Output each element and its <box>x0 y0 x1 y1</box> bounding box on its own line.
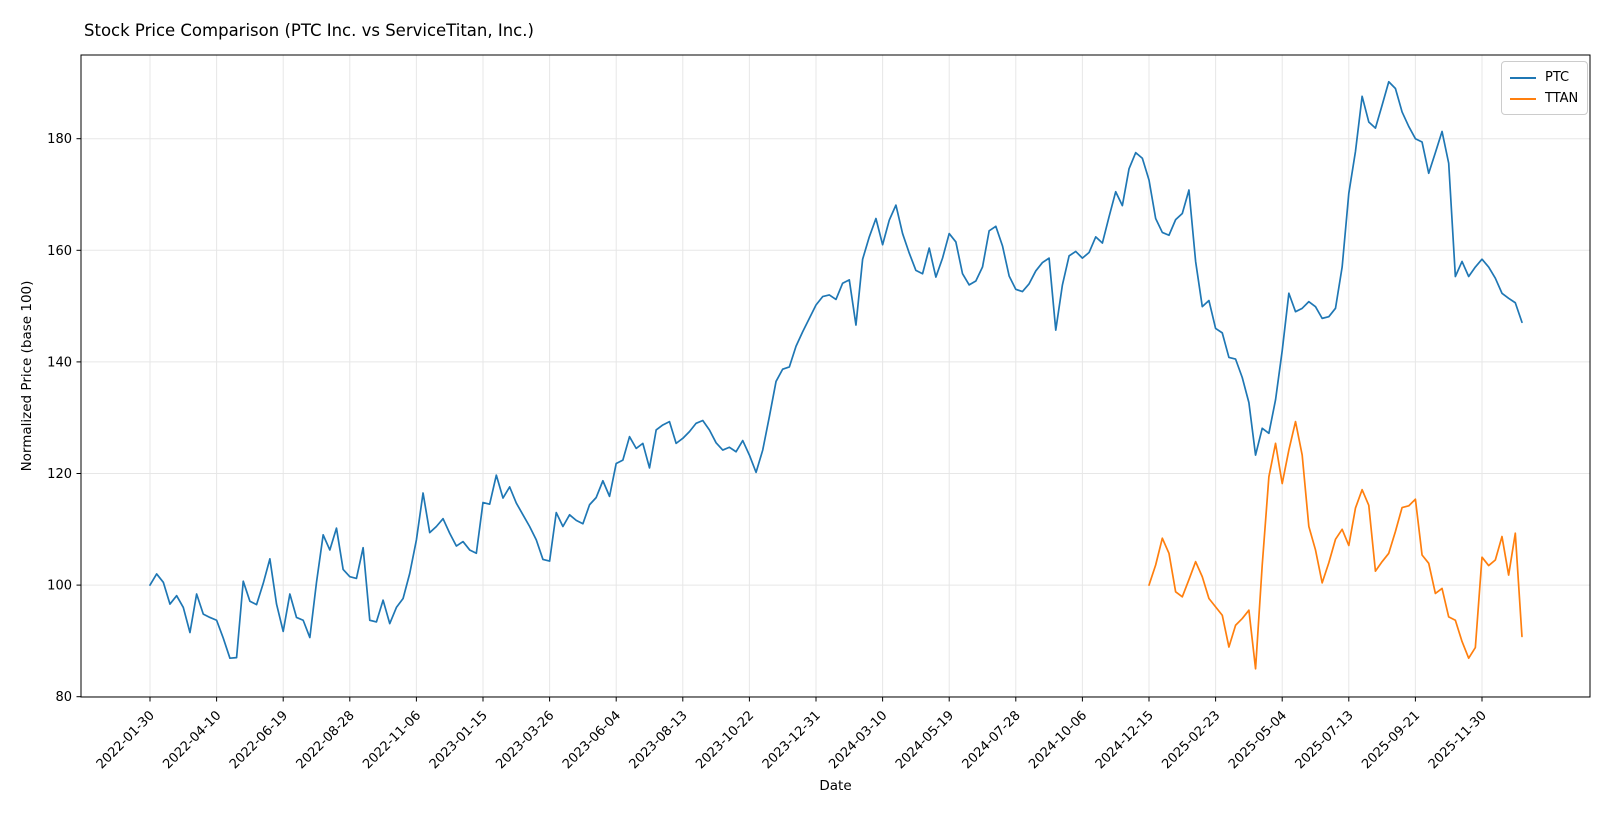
x-tick-label: 2025-05-04 <box>1226 708 1290 772</box>
x-tick-label: 2024-03-10 <box>826 708 890 772</box>
axes-spines <box>80 54 1591 698</box>
data-series <box>149 80 1523 670</box>
x-tick-label: 2025-02-23 <box>1159 708 1223 772</box>
x-tick-label: 2022-01-30 <box>94 708 158 772</box>
x-tick-label: 2022-08-28 <box>294 708 358 772</box>
ttan-line-swatch <box>1510 97 1536 100</box>
x-tick-label: 2025-11-30 <box>1426 708 1490 772</box>
x-tick-label: 2024-10-06 <box>1026 708 1090 772</box>
x-tick-label: 2025-09-21 <box>1359 708 1423 772</box>
y-tick-label: 80 <box>55 690 72 705</box>
x-tick-label: 2023-03-26 <box>493 708 557 772</box>
y-tick-label: 120 <box>47 467 72 482</box>
x-tick-label: 2024-05-19 <box>893 708 957 772</box>
legend-label-ttan: TTAN <box>1545 91 1579 106</box>
x-tick-label: 2023-01-15 <box>427 708 491 772</box>
x-tick-label: 2023-10-22 <box>693 708 757 772</box>
y-tick-label: 180 <box>47 132 72 147</box>
x-axis-label: Date <box>819 778 852 794</box>
x-tick-label: 2024-07-28 <box>960 708 1024 772</box>
x-tick-label: 2022-11-06 <box>360 708 424 772</box>
x-tick-label: 2023-08-13 <box>627 708 691 772</box>
chart-title: Stock Price Comparison (PTC Inc. vs Serv… <box>84 21 534 40</box>
y-tick-label: 140 <box>47 355 72 370</box>
y-tick-label: 100 <box>47 579 72 594</box>
legend-row-ttan: TTAN <box>1510 88 1578 109</box>
x-tick-label: 2022-04-10 <box>160 708 224 772</box>
x-tick-label: 2023-12-31 <box>760 708 824 772</box>
x-tick-label: 2024-12-15 <box>1093 708 1157 772</box>
ptc-line-swatch <box>1510 76 1536 79</box>
x-tick-label: 2023-06-04 <box>560 708 624 772</box>
x-tick-label: 2022-06-19 <box>227 708 291 772</box>
legend-row-ptc: PTC <box>1510 67 1578 88</box>
x-tick-label: 2025-07-13 <box>1293 708 1357 772</box>
gridlines <box>81 55 1590 698</box>
legend-label-ptc: PTC <box>1545 70 1570 85</box>
ptc-series-line <box>149 80 1523 660</box>
y-axis-label: Normalized Price (base 100) <box>19 280 35 472</box>
y-tick-label: 160 <box>47 244 72 259</box>
ttan-series-line <box>1148 420 1523 670</box>
legend: PTC TTAN <box>1501 61 1589 115</box>
